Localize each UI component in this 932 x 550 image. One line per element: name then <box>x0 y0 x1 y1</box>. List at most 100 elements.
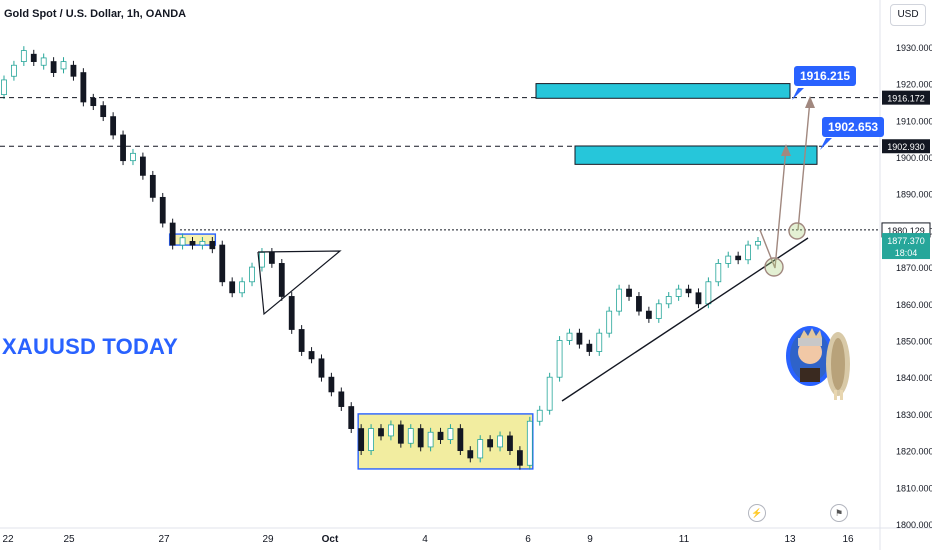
y-tick-label: 1830.000 <box>896 410 932 420</box>
candle-body <box>715 263 722 283</box>
candle-body <box>209 241 216 250</box>
candle-body <box>249 266 255 283</box>
y-tick-label: 1900.000 <box>896 153 932 163</box>
candle-body <box>50 61 57 73</box>
candle-body <box>437 431 444 440</box>
y-tick-label: 1930.000 <box>896 43 932 53</box>
callout-pointer-2 <box>820 138 832 150</box>
candle-body <box>725 255 732 264</box>
callout-pointer-1 <box>792 88 804 100</box>
candle-body <box>70 64 77 77</box>
candle-body <box>536 409 543 422</box>
price-tag-text: 1880.129 <box>887 226 925 236</box>
callout-target-2: 1902.653 <box>822 117 885 137</box>
y-tick-label: 1800.000 <box>896 520 932 530</box>
candle-body <box>120 134 126 162</box>
projection-arrow-1 <box>759 147 787 269</box>
flag-icon[interactable]: ⚑ <box>830 504 848 522</box>
candle-body <box>30 53 37 62</box>
x-tick-label: 4 <box>422 534 428 545</box>
candle-body <box>20 50 27 62</box>
candle-body <box>298 329 305 352</box>
candle-body <box>219 244 226 283</box>
trader-avatar-icon <box>786 326 850 400</box>
candle-body <box>397 424 404 444</box>
candle-body <box>159 196 166 224</box>
price-tag <box>882 90 930 105</box>
candle-body <box>229 281 236 294</box>
x-tick-label: 27 <box>158 534 170 545</box>
price-tag-text: 1916.172 <box>887 94 925 104</box>
x-tick-label: 25 <box>63 534 75 545</box>
candle-body <box>308 351 315 360</box>
candle-body <box>645 310 652 319</box>
candle-body <box>745 244 751 261</box>
candle-body <box>388 424 394 437</box>
candle-body <box>546 376 553 411</box>
entry-circle-1 <box>764 257 784 277</box>
y-tick-label: 1810.000 <box>896 483 932 493</box>
candle-body <box>526 420 533 466</box>
candle-body <box>447 428 454 440</box>
candle-body <box>60 61 67 70</box>
candle-body <box>189 241 196 246</box>
candle-body <box>368 428 374 451</box>
candle-body <box>626 288 632 297</box>
candle-body <box>110 116 117 136</box>
x-tick-label: 29 <box>262 534 274 545</box>
y-tick-label: 1860.000 <box>896 300 932 310</box>
candle-body <box>1 79 7 96</box>
candle-body <box>358 428 365 451</box>
candle-body <box>487 439 494 448</box>
x-tick-label: Oct <box>322 534 339 545</box>
target-zone <box>574 145 818 165</box>
candle-body <box>407 428 414 444</box>
candle-body <box>179 237 186 246</box>
candle-body <box>616 288 623 312</box>
y-tick-label: 1840.000 <box>896 373 932 383</box>
lightning-icon[interactable]: ⚡ <box>748 504 766 522</box>
candle-body <box>457 428 464 451</box>
entry-circle-2 <box>788 222 806 240</box>
price-tag <box>882 139 930 154</box>
projection-arrow-2 <box>797 99 811 231</box>
y-tick-label: 1910.000 <box>896 116 932 126</box>
candle-body <box>507 435 513 452</box>
candle-body <box>566 332 573 341</box>
candle-body <box>100 105 107 118</box>
candle-body <box>130 152 136 162</box>
candle-body <box>40 57 47 66</box>
candle-body <box>169 222 176 246</box>
candle-body <box>685 288 692 294</box>
x-tick-label: 6 <box>525 534 531 545</box>
price-tag-text: 1902.930 <box>887 142 925 152</box>
candle-body <box>239 281 246 294</box>
candle-body <box>417 428 424 448</box>
candle-body <box>655 303 662 319</box>
candle-body <box>606 310 613 334</box>
candle-body <box>516 450 523 466</box>
y-tick-label: 1890.000 <box>896 190 932 200</box>
candle-body <box>675 288 682 297</box>
candle-body <box>328 376 335 393</box>
candle-body <box>139 156 146 176</box>
range-box <box>357 413 534 470</box>
candle-body <box>348 406 355 429</box>
x-tick-label: 9 <box>587 534 593 545</box>
candle-body <box>149 174 156 198</box>
candle-body <box>586 343 593 352</box>
arrowhead-1 <box>781 144 791 156</box>
price-tag <box>882 233 930 260</box>
price-tag-text: 1877.370 <box>887 236 925 246</box>
candle-body <box>596 332 603 352</box>
candle-body <box>755 241 761 246</box>
arrowhead-2 <box>805 96 815 108</box>
xauusd-banner: XAUUSD TODAY <box>0 328 182 366</box>
candle-body <box>427 431 434 448</box>
currency-selector[interactable]: USD <box>890 4 926 26</box>
x-tick-label: 22 <box>2 534 14 545</box>
x-tick-label: 13 <box>784 534 796 545</box>
candle-body <box>318 358 325 378</box>
